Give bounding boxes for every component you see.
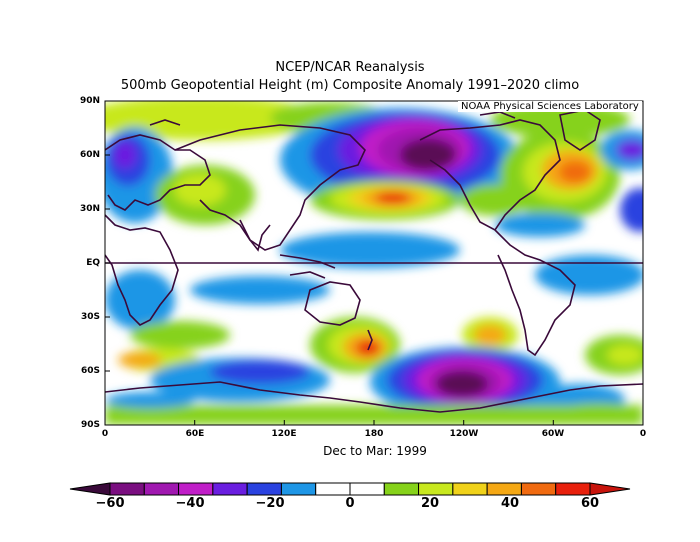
colorbar-label-neg40: −40	[175, 496, 205, 511]
lon-label-0-right: 0	[639, 429, 647, 439]
colorbar-cell	[418, 482, 454, 496]
lon-label-120e: 120E	[271, 429, 297, 439]
chart-subtitle: 500mb Geopotential Height (m) Composite …	[120, 78, 580, 93]
negative-anomaly-tropical-pacific	[280, 232, 460, 268]
lat-label-60s: 60S	[80, 366, 100, 376]
colorbar-label-neg60: −60	[95, 496, 125, 511]
lat-label-30s: 30S	[80, 312, 100, 322]
colorbar-cell	[315, 482, 351, 496]
colorbar-cell	[486, 482, 522, 496]
colorbar-label-60: 60	[580, 496, 600, 511]
colorbar-cell	[143, 482, 180, 496]
colorbar-cell	[178, 482, 214, 496]
period-label: Dec to Mar: 1999	[323, 444, 427, 458]
anomaly-fields	[105, 101, 643, 425]
lat-label-60n: 60N	[79, 150, 100, 160]
lat-label-90s: 90S	[80, 420, 100, 430]
lon-label-120w: 120W	[449, 429, 479, 439]
colorbar-label-neg20: −20	[255, 496, 285, 511]
colorbar-cell	[212, 482, 248, 496]
chart-title: NCEP/NCAR Reanalysis	[275, 60, 425, 75]
colorbar-cell	[349, 482, 385, 496]
colorbar-label-40: 40	[500, 496, 520, 511]
lon-label-180: 180	[364, 429, 384, 439]
colorbar-cell	[383, 482, 420, 496]
colorbar-cell	[280, 482, 317, 496]
lat-label-eq: EQ	[86, 258, 100, 268]
positive-anomaly-south-indian	[130, 321, 230, 349]
colorbar-high-arrow	[589, 482, 631, 496]
credit-label: NOAA Physical Sciences Laboratory	[458, 101, 642, 112]
lon-label-60e: 60E	[185, 429, 205, 439]
colorbar-low-arrow	[69, 482, 111, 496]
axis-ticks	[104, 100, 644, 426]
lon-label-60w: 60W	[541, 429, 565, 439]
colorbar-cell	[452, 482, 488, 496]
lat-label-90n: 90N	[79, 96, 100, 106]
colorbar-cell	[246, 482, 282, 496]
lon-label-0: 0	[101, 429, 109, 439]
lat-label-30n: 30N	[79, 204, 100, 214]
colorbar-cell	[555, 482, 591, 496]
positive-anomaly-arctic-asia	[105, 101, 320, 140]
colorbar-cell	[520, 482, 557, 496]
colorbar-label-20: 20	[420, 496, 440, 511]
coastlines	[105, 109, 643, 413]
colorbar-label-0: 0	[345, 496, 355, 511]
colorbar-cell	[109, 482, 145, 496]
